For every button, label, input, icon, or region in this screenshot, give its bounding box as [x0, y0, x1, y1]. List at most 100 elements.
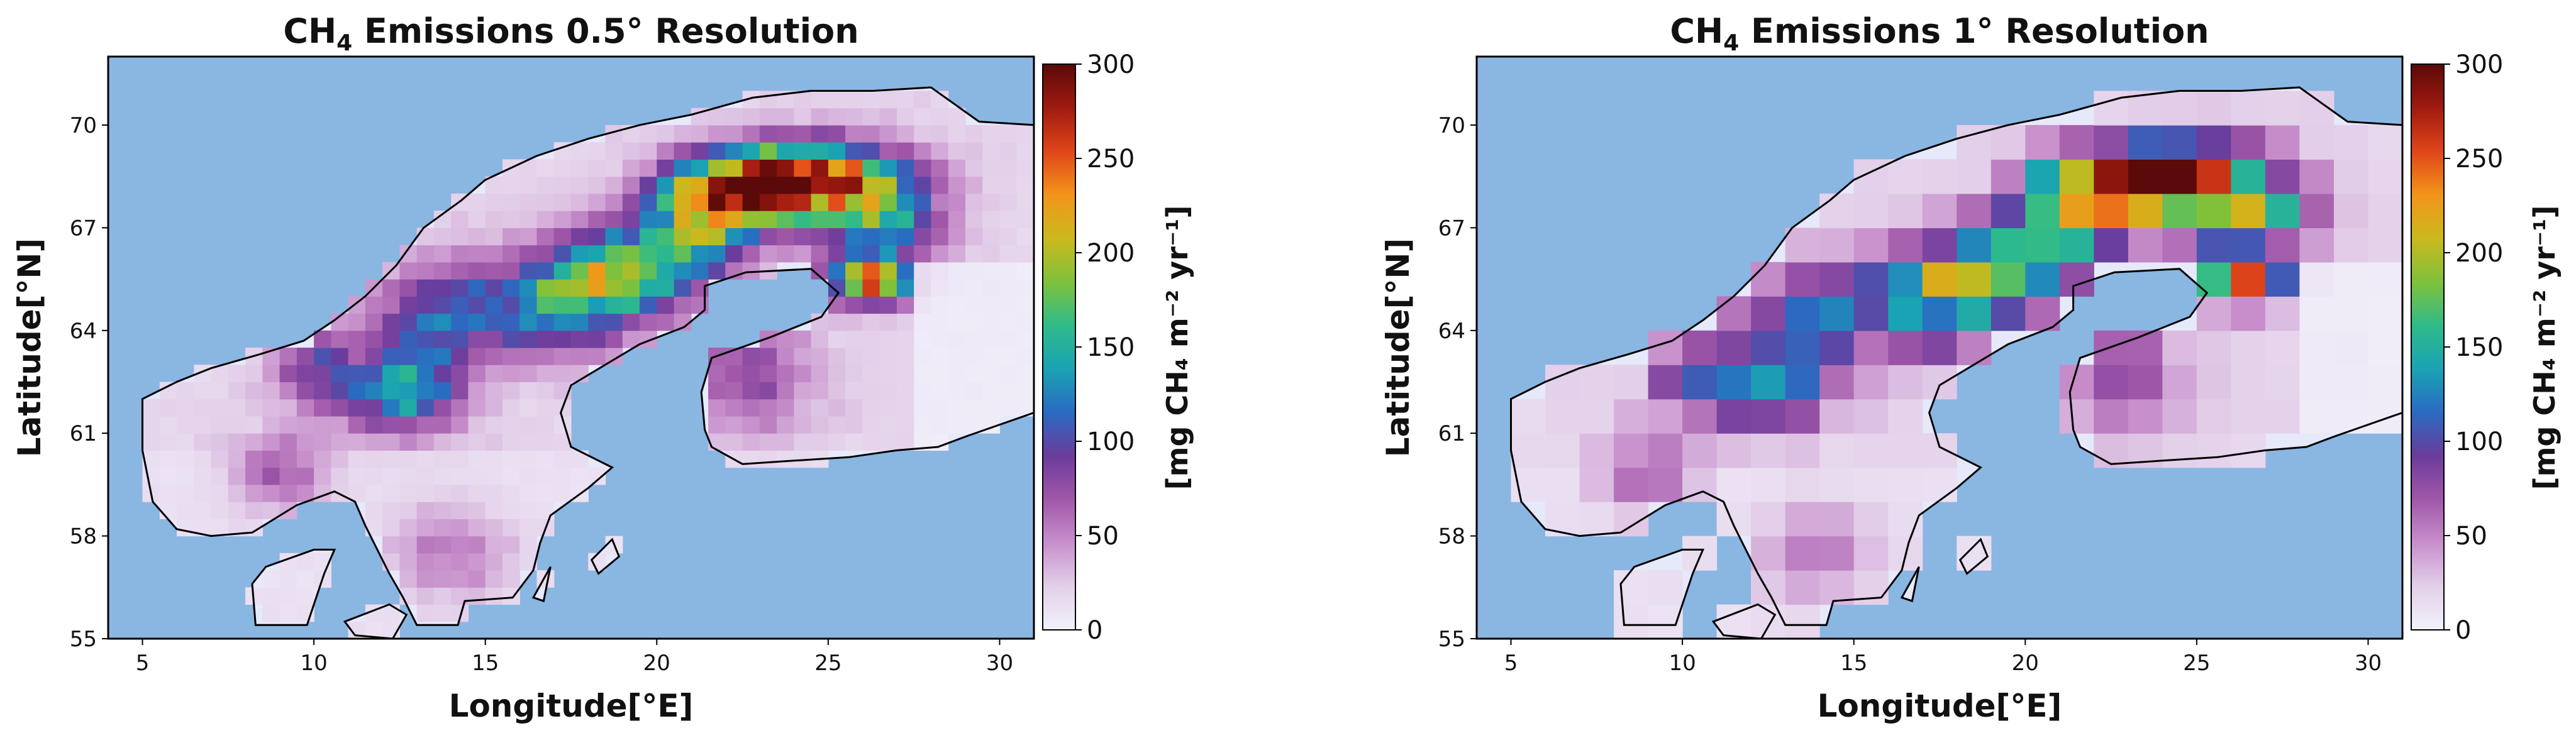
- emission-cell: [605, 262, 623, 280]
- emission-cell: [211, 399, 229, 417]
- emission-cell: [811, 382, 829, 400]
- emission-cell: [1888, 159, 1923, 194]
- emission-cell: [1016, 382, 1034, 400]
- emission-cell: [759, 348, 777, 365]
- emission-cell: [1016, 211, 1034, 228]
- emission-cell: [245, 399, 263, 417]
- emission-cell: [794, 176, 812, 194]
- emission-cell: [708, 416, 726, 434]
- emission-cell: [605, 142, 623, 160]
- emission-cell: [708, 365, 726, 382]
- emission-cell: [1785, 262, 1820, 297]
- emission-cell: [777, 211, 794, 228]
- emission-cell: [502, 570, 520, 588]
- emission-cell: [691, 124, 709, 143]
- emission-cell: [571, 245, 589, 263]
- emission-cell: [794, 399, 812, 417]
- emission-cell: [896, 228, 914, 246]
- emission-cell: [2299, 296, 2334, 331]
- emission-cell: [2231, 193, 2266, 228]
- emission-cell: [553, 176, 572, 194]
- emission-cell: [433, 382, 452, 400]
- emission-cell: [742, 365, 760, 382]
- emission-cell: [314, 467, 331, 485]
- emission-cell: [485, 399, 503, 417]
- emission-cell: [2025, 193, 2060, 228]
- emission-cell: [245, 484, 263, 502]
- emission-cell: [348, 450, 366, 468]
- emission-cell: [588, 279, 606, 297]
- colorbar-tick-label: 300: [2455, 50, 2503, 79]
- emission-cell: [828, 142, 846, 160]
- emission-cell: [879, 416, 897, 434]
- emission-cell: [2059, 193, 2094, 228]
- emission-cell: [811, 176, 829, 194]
- emission-cell: [811, 142, 829, 160]
- emission-cell: [588, 348, 606, 365]
- emission-cell: [571, 279, 589, 297]
- emission-cell: [399, 279, 418, 297]
- emission-cell: [914, 399, 932, 417]
- emission-cell: [1751, 330, 1786, 365]
- emission-cell: [879, 245, 897, 263]
- coastline: [1510, 86, 2402, 639]
- emission-cell: [502, 519, 520, 537]
- emission-cell: [279, 382, 297, 400]
- emission-cell: [1785, 330, 1820, 365]
- emission-cell: [382, 279, 400, 297]
- emission-cell: [536, 416, 555, 434]
- emission-cell: [571, 176, 589, 194]
- emission-cell: [828, 399, 846, 417]
- emission-cell: [759, 382, 777, 400]
- emission-cell: [2368, 262, 2402, 297]
- emission-cell: [862, 91, 880, 109]
- x-tick-label: 20: [2012, 651, 2039, 676]
- emission-cell: [142, 416, 160, 434]
- emission-cell: [382, 502, 400, 519]
- emission-cell: [571, 296, 589, 314]
- emission-cell: [657, 245, 675, 263]
- emission-cell: [931, 176, 949, 194]
- coastline-path: [251, 548, 336, 626]
- emission-cell: [845, 262, 863, 280]
- emission-cell: [2162, 91, 2197, 126]
- emission-cell: [468, 484, 486, 502]
- emission-cell: [519, 433, 538, 451]
- emission-cell: [416, 587, 435, 605]
- emission-cell: [2196, 262, 2231, 297]
- emission-cell: [519, 536, 538, 554]
- emission-cell: [828, 91, 846, 109]
- emission-cell: [228, 416, 246, 434]
- emission-cell: [382, 467, 400, 485]
- emission-cell: [777, 245, 794, 263]
- emission-cell: [845, 330, 863, 348]
- emission-cell: [657, 279, 675, 297]
- colorbar-tick-label: 200: [1087, 239, 1135, 268]
- emission-cell: [828, 382, 846, 400]
- emission-cell: [948, 330, 966, 348]
- emission-cell: [1751, 399, 1786, 434]
- emission-cell: [519, 365, 538, 382]
- emission-cell: [177, 450, 194, 468]
- emission-cell: [194, 382, 212, 400]
- emission-cell: [1922, 159, 1957, 194]
- emission-cell: [879, 313, 897, 331]
- emission-cell: [279, 348, 297, 365]
- x-tick-label: 5: [1504, 651, 1518, 676]
- emission-cell: [742, 348, 760, 365]
- emission-cell: [1751, 262, 1786, 297]
- emission-cell: [553, 211, 572, 228]
- emission-cell: [862, 142, 880, 160]
- emission-cell: [279, 587, 297, 605]
- emission-cell: [1785, 399, 1820, 434]
- emission-cell: [2368, 228, 2402, 263]
- emission-cell: [691, 262, 709, 280]
- emission-cell: [777, 176, 794, 194]
- emission-cell: [519, 296, 538, 314]
- emission-cell: [914, 176, 932, 194]
- emission-cell: [896, 313, 914, 331]
- emission-cell: [519, 330, 538, 348]
- emission-cell: [177, 382, 194, 400]
- emission-cell: [640, 159, 657, 177]
- emission-cell: [416, 279, 435, 297]
